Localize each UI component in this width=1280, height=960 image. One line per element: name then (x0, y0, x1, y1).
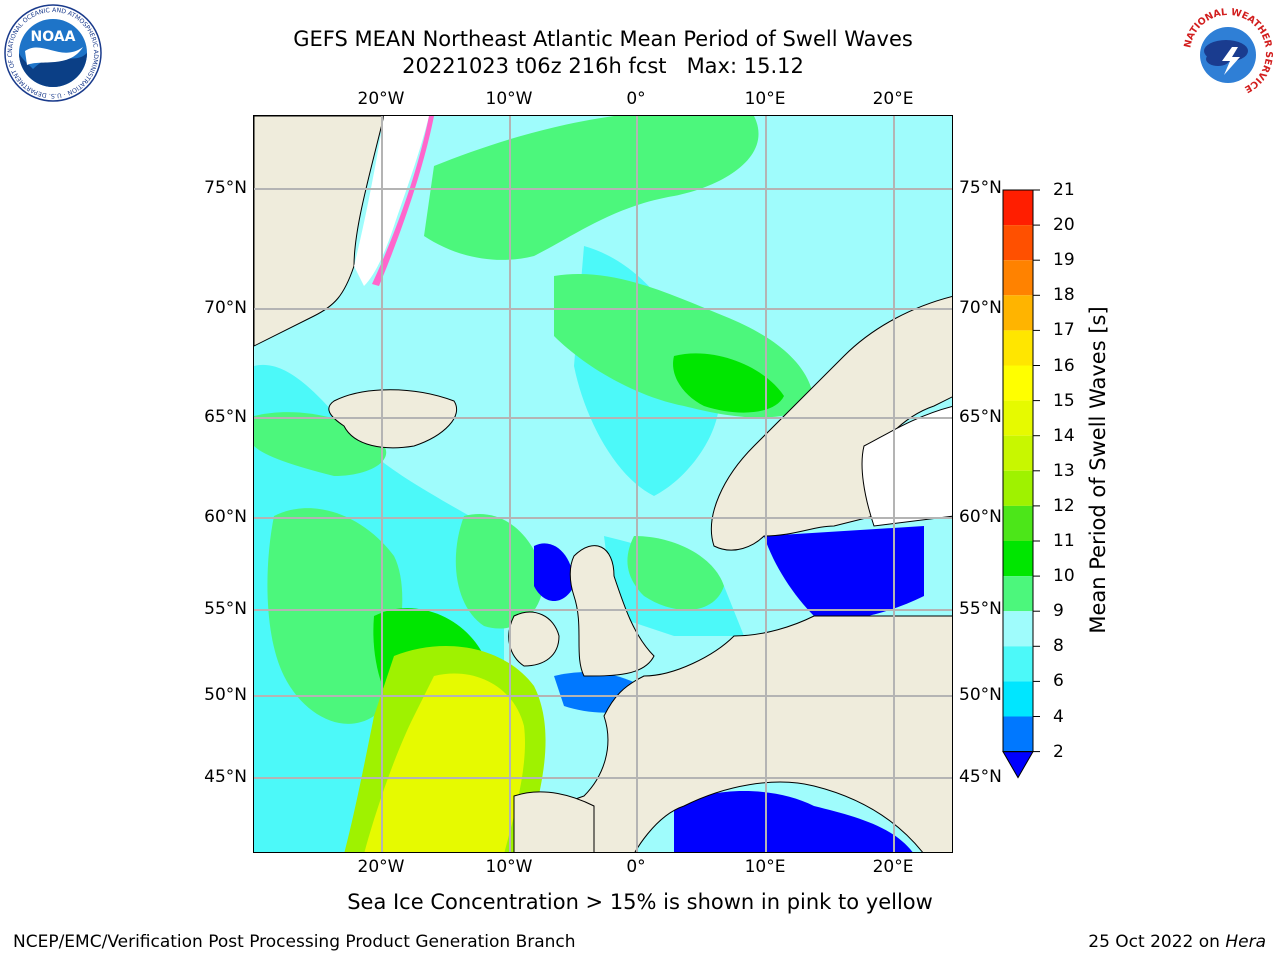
colorbar-segment-10-11 (1003, 541, 1033, 577)
run-date-credit: 25 Oct 2022 on Hera (1088, 932, 1266, 952)
colorbar-tick-label: 4 (1053, 706, 1064, 727)
lat-label-left-65n: 65°N (204, 407, 247, 427)
lon-label-top-20e: 20°E (872, 89, 914, 109)
colorbar-segment-2-4 (1003, 716, 1033, 752)
swell-zone-under-2-baltic (764, 526, 924, 620)
noaa-logo-icon: NATIONAL OCEANIC AND ATMOSPHERIC ADMINIS… (3, 3, 102, 102)
lat-label-left-45n: 45°N (204, 767, 247, 787)
lon-label-top-10e: 10°E (744, 89, 786, 109)
sea-ice-bothnia (861, 406, 952, 527)
colorbar-tick-label: 16 (1053, 355, 1075, 376)
colorbar-segment-13-14 (1003, 435, 1033, 471)
map-canvas (254, 116, 952, 852)
colorbar-segment-18-19 (1003, 260, 1033, 296)
colorbar-segment-12-13 (1003, 470, 1033, 506)
lat-label-left-70n: 70°N (204, 298, 247, 318)
graticule-lines (254, 116, 952, 852)
colorbar-tick-label: 8 (1053, 636, 1064, 657)
colorbar-under-arrow (1002, 751, 1034, 779)
producer-credit: NCEP/EMC/Verification Post Processing Pr… (13, 932, 576, 952)
lat-label-right-45n: 45°N (959, 767, 1002, 787)
nws-logo-icon: NATIONAL WEATHER SERVICE (1181, 6, 1275, 100)
lat-label-right-70n: 70°N (959, 298, 1002, 318)
colorbar-tick-label: 2 (1053, 741, 1064, 762)
sea-ice-note: Sea Ice Concentration > 15% is shown in … (347, 890, 933, 914)
colorbar-segment-16-17 (1003, 330, 1033, 366)
lon-label-top-20w: 20°W (357, 89, 405, 109)
lat-label-right-60n: 60°N (959, 507, 1002, 527)
colorbar-segment-14-15 (1003, 400, 1033, 436)
continental-europe-land (514, 615, 952, 852)
colorbar-segment-9-10 (1003, 576, 1033, 612)
svg-text:NOAA: NOAA (31, 29, 76, 45)
lon-label-bottom-10w: 10°W (485, 857, 533, 877)
swell-zone-10-11-norwegian-sea (673, 353, 784, 413)
colorbar-segment-15-16 (1003, 365, 1033, 401)
lat-label-right-50n: 50°N (959, 685, 1002, 705)
run-date: 25 Oct 2022 on (1088, 932, 1220, 952)
lat-label-left-75n: 75°N (204, 178, 247, 198)
swell-zone-13-15-bay-of-biscay (364, 673, 525, 852)
colorbar-tick-label: 11 (1053, 531, 1075, 551)
lat-label-left-50n: 50°N (204, 685, 247, 705)
sea-ice-edge (372, 116, 434, 286)
colorbar-tick-label: 12 (1053, 495, 1075, 516)
sea-ice-greenland (354, 116, 429, 286)
colorbar-tick-label: 6 (1053, 671, 1064, 692)
lon-label-top-0: 0° (626, 89, 646, 109)
colorbar-segment-19-20 (1003, 225, 1033, 261)
colorbar-tick-label: 10 (1053, 566, 1075, 587)
lat-label-left-60n: 60°N (204, 507, 247, 527)
swell-zone-under-2-mediterranean (674, 791, 913, 852)
swell-zone-9-10-atlantic-west (267, 508, 403, 724)
colorbar-tick-label: 13 (1053, 460, 1075, 481)
colorbar-tick-label: 18 (1053, 285, 1075, 306)
swell-zone-under-2-irish-sea (534, 543, 574, 601)
colorbar-segment-11-12 (1003, 505, 1033, 541)
lon-label-bottom-0: 0° (626, 857, 646, 877)
lat-label-right-75n: 75°N (959, 178, 1002, 198)
colorbar-tick-label: 15 (1053, 390, 1075, 411)
colorbar-tick-label: 17 (1053, 320, 1075, 341)
lon-label-bottom-10e: 10°E (744, 857, 786, 877)
colorbar-tick-label: 9 (1053, 601, 1064, 622)
swell-period-map (253, 115, 953, 853)
colorbar-tick-label: 19 (1053, 250, 1075, 271)
swell-zone-9-10-north (424, 116, 759, 260)
swell-zone-9-10-northsea (627, 536, 724, 610)
chart-title: GEFS MEAN Northeast Atlantic Mean Period… (293, 27, 913, 51)
colorbar (1002, 189, 1040, 779)
colorbar-tick-label: 14 (1053, 425, 1075, 446)
lon-label-top-10w: 10°W (485, 89, 533, 109)
colorbar-segment-17-18 (1003, 295, 1033, 331)
colorbar-segment-4-6 (1003, 681, 1033, 717)
lat-label-right-65n: 65°N (959, 407, 1002, 427)
colorbar-segment-8-9 (1003, 611, 1033, 647)
host-name: Hera (1225, 932, 1266, 952)
lon-label-bottom-20e: 20°E (872, 857, 914, 877)
lat-label-right-55n: 55°N (959, 599, 1002, 619)
lon-label-bottom-20w: 20°W (357, 857, 405, 877)
swell-zone-9-10-rockall (455, 514, 544, 629)
colorbar-segment-20-21 (1003, 190, 1033, 226)
colorbar-tick-label: 21 (1053, 180, 1075, 200)
iberia-land (513, 791, 595, 852)
colorbar-label: Mean Period of Swell Waves [s] (1086, 306, 1110, 634)
forecast-subtitle: 20221023 t06z 216h fcst Max: 15.12 (402, 54, 804, 78)
lat-label-left-55n: 55°N (204, 599, 247, 619)
colorbar-segment-6-8 (1003, 646, 1033, 682)
colorbar-tick-label: 20 (1053, 215, 1075, 236)
greenland-land (254, 116, 385, 347)
